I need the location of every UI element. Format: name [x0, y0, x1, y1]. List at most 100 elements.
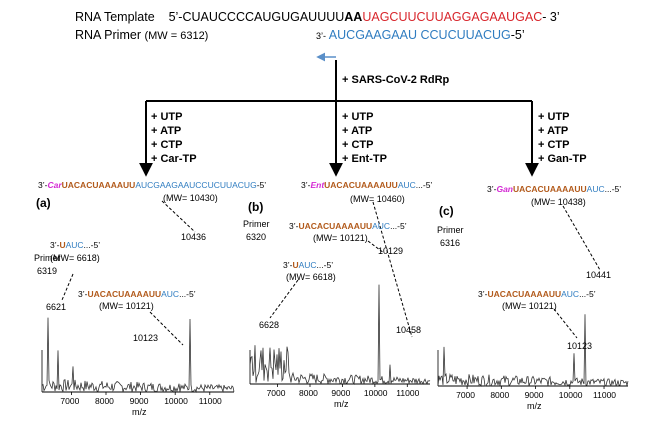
- x-tick-label: 9000: [524, 390, 544, 400]
- primer-5prime: -5’: [510, 28, 525, 42]
- panel-a-peak2: 10123: [133, 333, 159, 343]
- product-added-seq: UACACUAAAAUU: [512, 184, 587, 194]
- ann-suffix: ...-5’: [390, 221, 407, 231]
- reagent-item: + CTP: [342, 139, 374, 151]
- panel-b-ann1: 3’-UAUC...-5’: [283, 260, 333, 270]
- product-primer-seq: AUC: [586, 184, 605, 194]
- x-tick-label: 11000: [593, 390, 617, 400]
- ann-prefix: 3’-: [50, 240, 60, 250]
- branch-c-reagents: + UTP + ATP + CTP + Gan-TP: [538, 110, 587, 166]
- reagent-item: + CTP: [538, 139, 570, 151]
- x-axis-label: m/z: [334, 399, 349, 409]
- template-seq-prefix: 5’-CUAUCCCCAUGUGAUUUU: [168, 10, 345, 24]
- panel-b-peak1: 6628: [259, 320, 280, 330]
- ann-suffix: ...-5’: [579, 289, 596, 299]
- panel-c-primer-mass: 6316: [440, 238, 461, 248]
- x-tick-label: 7000: [456, 390, 476, 400]
- panel-c-letter: (c): [439, 204, 454, 218]
- panel-c-peak2: 10123: [567, 341, 593, 351]
- ann-suffix: ...-5’: [179, 289, 196, 299]
- leader-b-ann2: [367, 240, 385, 254]
- x-tick-label: 11000: [198, 396, 222, 406]
- x-tick-label: 8000: [299, 388, 318, 398]
- reagent-item: + UTP: [342, 111, 374, 123]
- panel-c-ann2-mw: (MW= 10121): [502, 301, 557, 311]
- product-primer-seq: AUCGAAGAAUCCUCUUACUG: [135, 180, 257, 190]
- spectrum-a-trace: [41, 317, 235, 394]
- panel-a-product: 3’-CarUACACUAAAAUUAUCGAAGAAUCCUCUUACUG-5…: [38, 180, 266, 190]
- x-tick-label: 10000: [363, 388, 388, 398]
- product-nucleotide: Gan: [496, 184, 513, 194]
- panel-c-primer-word: Primer: [437, 225, 464, 235]
- primer-mw: (MW = 6312): [144, 30, 209, 42]
- spectrum-b-trace: [249, 284, 431, 386]
- product-prefix: 3’-: [487, 184, 497, 194]
- panel-b-ann1-mw: (MW= 6618): [286, 272, 336, 282]
- ann-primer: AUC: [372, 221, 391, 231]
- spectrum-b-axes: [249, 350, 430, 387]
- leader-a-main: [161, 200, 196, 233]
- ann-added: U: [292, 260, 299, 270]
- template-label: RNA Template: [75, 10, 155, 24]
- panel-b-ann2-mw: (MW= 10121): [313, 233, 368, 243]
- ann-prefix: 3’-: [478, 289, 488, 299]
- spectrum-a-axes: [41, 350, 234, 395]
- primer-row-label: RNA Primer (MW = 6312): [75, 28, 208, 42]
- branch-a-reagents: + UTP + ATP + CTP + Car-TP: [151, 110, 197, 166]
- x-tick-label: 8000: [490, 390, 510, 400]
- template-row: RNA Template 5’-CUAUCCCCAUGUGAUUUUAAUAGC…: [75, 10, 560, 24]
- panel-a-primer-word: Primer: [34, 253, 61, 263]
- panel-a-peak-main: 10436: [181, 232, 207, 242]
- primer-seq: 3’- AUCGAAGAAU CCUCUUACUG-5’: [316, 28, 525, 42]
- spectrum-c-axes: [437, 350, 628, 389]
- reagent-item: + UTP: [151, 111, 183, 123]
- ann-prefix: 3’-: [283, 260, 293, 270]
- panel-b-primer-mass: 6320: [246, 232, 267, 242]
- reagent-item: + UTP: [538, 111, 570, 123]
- ann-added: UACACUAAAAUU: [298, 221, 373, 231]
- leader-a-ann2: [149, 311, 184, 346]
- x-tick-label: 7000: [266, 388, 286, 398]
- template-seq-bold: AA: [344, 10, 363, 24]
- panel-a-ann1: 3’-UAUC...-5’: [50, 240, 100, 250]
- panel-a-ann2: 3’-UACACUAAAAUUAUC...-5’: [78, 289, 196, 299]
- panel-b-product: 3’-EntUACACUAAAAUUAUC...-5’: [301, 180, 432, 190]
- spectrum-c-trace: [437, 314, 629, 387]
- leader-c-ann2: [553, 308, 578, 339]
- reagent-item: + Gan-TP: [538, 153, 587, 165]
- reagent-item: + Car-TP: [151, 153, 197, 165]
- leader-a-ann1: [61, 273, 74, 301]
- template-seq-red: UAGCUUCUUAGGAGAAUGAC: [362, 10, 543, 24]
- product-nucleotide: Car: [47, 180, 62, 190]
- ann-suffix: ...-5’: [83, 240, 101, 250]
- product-nucleotide: Ent: [310, 180, 325, 190]
- panel-b-peak-main: 10458: [396, 325, 422, 335]
- leader-b-main: [372, 201, 413, 338]
- ann-primer: AUC: [561, 289, 580, 299]
- panel-a-product-mw: (MW= 10430): [163, 193, 218, 203]
- panel-c-peak-main: 10441: [586, 270, 612, 280]
- product-suffix: -5’: [256, 180, 267, 190]
- primer-3prime: 3’-: [316, 31, 327, 41]
- leader-b-ann1: [269, 279, 299, 319]
- ann-added: UACACUAAAAUU: [487, 289, 562, 299]
- product-added-seq: UACACUAAAAUU: [324, 180, 398, 190]
- branch-b-reagents: + UTP + ATP + CTP + Ent-TP: [342, 110, 387, 166]
- x-tick-label: 10000: [164, 396, 188, 406]
- product-added-seq: UACACUAAAAUU: [61, 180, 136, 190]
- panel-a-primer-mass: 6319: [37, 266, 58, 276]
- panel-b-ann2: 3’-UACACUAAAAUUAUC...-5’: [289, 221, 407, 231]
- primer-label: RNA Primer: [75, 28, 141, 42]
- x-axis-label: m/z: [527, 401, 542, 411]
- panel-a-peak1: 6621: [46, 302, 67, 312]
- panel-a-ann1-mw: (MW= 6618): [50, 253, 100, 263]
- x-axis-label: m/z: [132, 407, 147, 417]
- panel-a-ann2-mw: (MW= 10121): [99, 301, 154, 311]
- ann-prefix: 3’-: [289, 221, 299, 231]
- primer-seq-blue: AUCGAAGAAU CCUCUUACUG: [326, 28, 511, 42]
- reagent-item: + CTP: [151, 139, 183, 151]
- panel-b-peak2: 10129: [378, 246, 404, 256]
- ann-prefix: 3’-: [78, 289, 88, 299]
- product-prefix: 3’-: [301, 180, 311, 190]
- ann-added: UACACUAAAAUU: [87, 289, 162, 299]
